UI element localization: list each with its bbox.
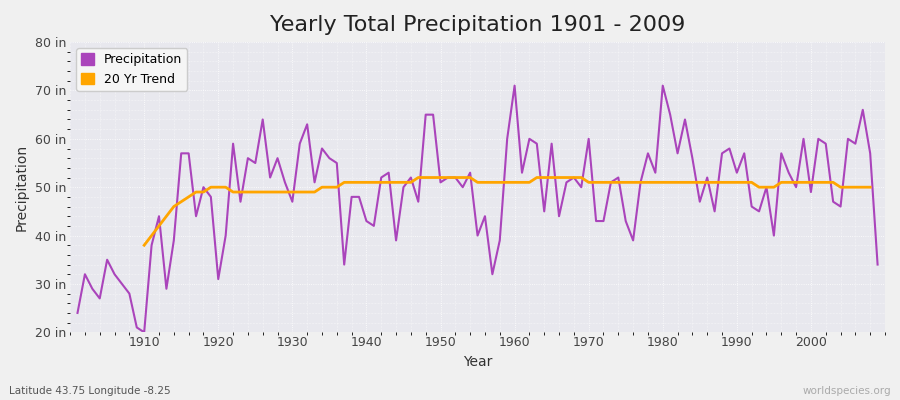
X-axis label: Year: Year xyxy=(463,355,492,369)
Text: Latitude 43.75 Longitude -8.25: Latitude 43.75 Longitude -8.25 xyxy=(9,386,171,396)
Title: Yearly Total Precipitation 1901 - 2009: Yearly Total Precipitation 1901 - 2009 xyxy=(270,15,685,35)
Legend: Precipitation, 20 Yr Trend: Precipitation, 20 Yr Trend xyxy=(76,48,187,91)
Text: worldspecies.org: worldspecies.org xyxy=(803,386,891,396)
Y-axis label: Precipitation: Precipitation xyxy=(15,144,29,231)
